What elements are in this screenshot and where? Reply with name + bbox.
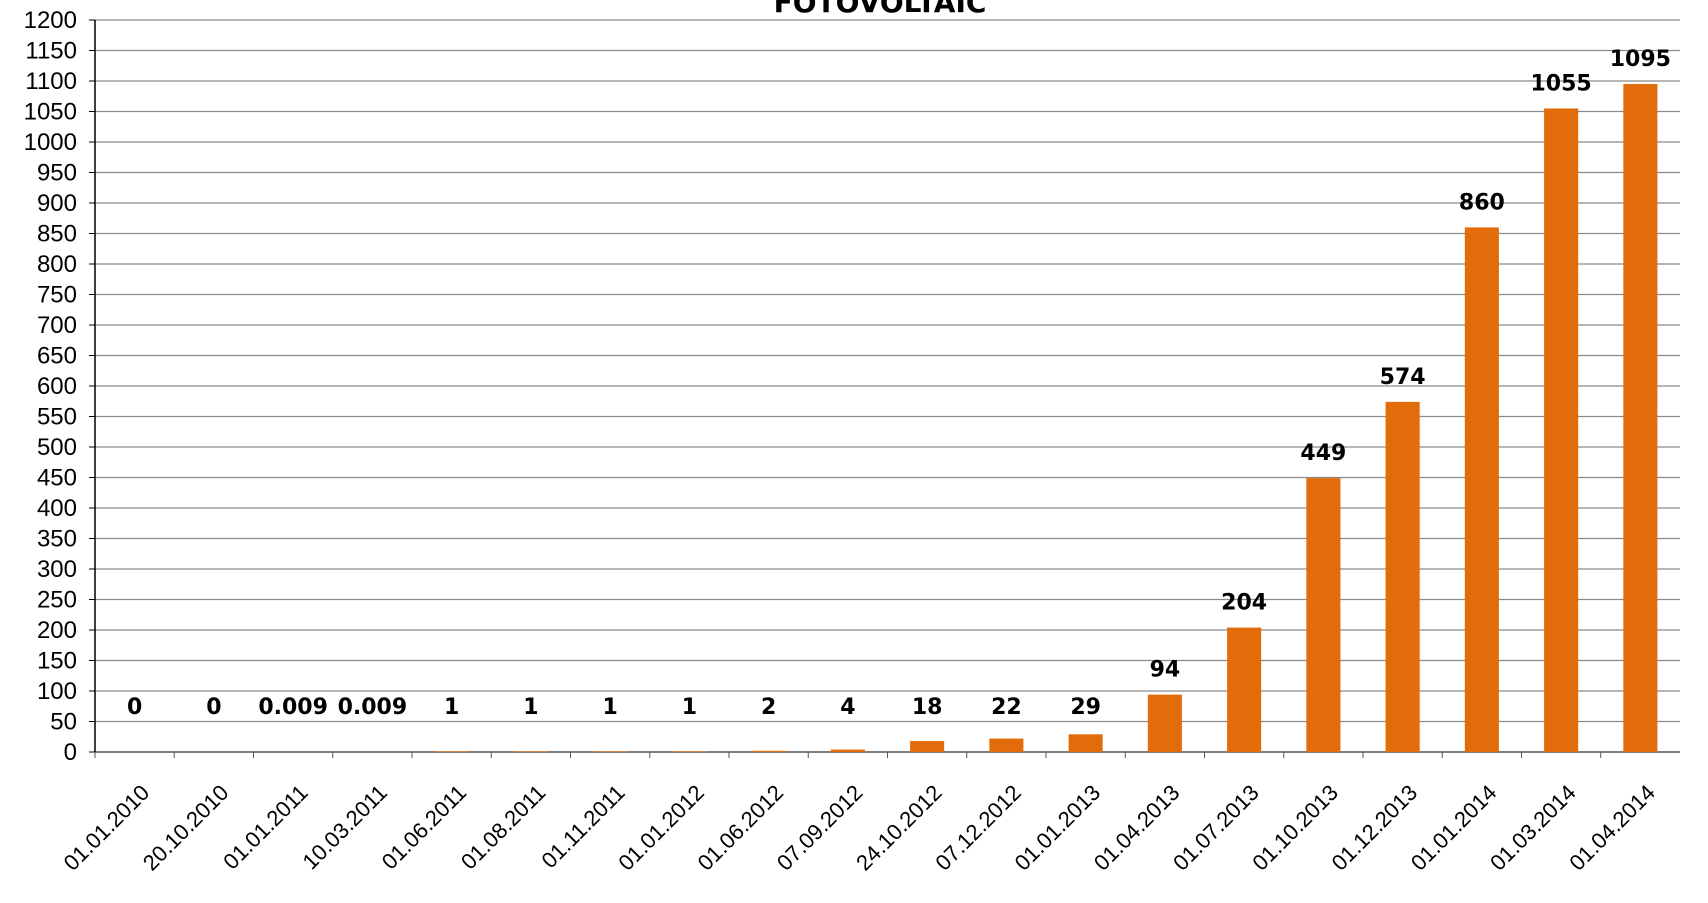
data-label: 29 — [1070, 695, 1101, 720]
data-label: 860 — [1459, 190, 1505, 215]
data-label: 0 — [206, 695, 221, 720]
bar — [1623, 84, 1658, 753]
bar — [1147, 694, 1182, 752]
y-axis-ticks: 0 50 100 150 200 250 300 350 400 450 500 550 600 650 7… — [24, 7, 95, 766]
y-tick-label: 900 — [37, 190, 77, 217]
y-tick-label: 0 — [64, 739, 77, 766]
bar — [1068, 734, 1103, 752]
data-label: 1 — [682, 695, 697, 720]
y-tick-label: 100 — [37, 678, 77, 705]
data-label: 2 — [761, 695, 776, 720]
bar — [1385, 401, 1420, 752]
y-tick-label: 1200 — [24, 7, 77, 34]
x-tick-label: 10.03.2011 — [298, 780, 392, 874]
data-label: 1055 — [1531, 71, 1592, 96]
y-tick-label: 200 — [37, 617, 77, 644]
data-label: 22 — [991, 695, 1022, 720]
bar — [830, 749, 865, 752]
bar — [1306, 478, 1341, 752]
y-tick-label: 600 — [37, 373, 77, 400]
data-label: 204 — [1221, 591, 1267, 616]
y-tick-label: 750 — [37, 282, 77, 309]
y-tick-label: 300 — [37, 556, 77, 583]
y-tick-label: 400 — [37, 495, 77, 522]
bar — [989, 738, 1024, 752]
x-tick-label: 01.06.2011 — [377, 780, 471, 874]
x-tick-label: 01.04.2014 — [1564, 780, 1660, 876]
data-label: 18 — [912, 695, 943, 720]
x-tick-label: 01.01.2011 — [218, 780, 312, 874]
y-tick-label: 950 — [37, 160, 77, 187]
bar — [1544, 108, 1579, 752]
y-tick-label: 1050 — [24, 99, 77, 126]
gridlines — [95, 19, 1680, 753]
y-tick-label: 150 — [37, 648, 77, 675]
y-tick-label: 250 — [37, 587, 77, 614]
bar — [593, 751, 628, 752]
data-label: 0.009 — [338, 695, 408, 720]
y-tick-label: 700 — [37, 312, 77, 339]
data-label: 1 — [444, 695, 459, 720]
y-tick-label: 1150 — [25, 38, 77, 65]
y-tick-label: 800 — [37, 251, 77, 278]
data-label: 0 — [127, 695, 142, 720]
data-label: 1 — [523, 695, 538, 720]
data-label: 449 — [1300, 441, 1346, 466]
data-label: 4 — [840, 695, 855, 720]
y-tick-label: 500 — [37, 434, 77, 461]
y-tick-label: 1100 — [25, 68, 77, 95]
y-tick-label: 550 — [37, 404, 77, 431]
chart-title: FOTOVOLTAIC — [774, 0, 987, 19]
data-label: 94 — [1150, 658, 1181, 683]
bar — [1464, 227, 1499, 752]
x-tick-label: 20.10.2010 — [138, 780, 234, 876]
data-label: 0.009 — [258, 695, 328, 720]
bar — [910, 741, 945, 752]
data-label: 1095 — [1610, 47, 1671, 72]
y-tick-label: 50 — [50, 709, 77, 736]
y-tick-label: 850 — [37, 221, 77, 248]
data-label: 574 — [1380, 365, 1426, 390]
bar — [1227, 627, 1262, 752]
y-tick-label: 650 — [37, 343, 77, 370]
x-axis-ticks: 01.01.201020.10.201001.01.201110.03.2011… — [59, 752, 1660, 875]
bar — [513, 751, 548, 752]
x-tick-label: 01.08.2011 — [456, 780, 550, 874]
bar — [751, 750, 786, 752]
data-label: 1 — [602, 695, 617, 720]
bars — [276, 84, 1658, 753]
data-labels: 0 0 0.009 0.009 1 1 1 1 2 4 18 22 29 94 204 449 574 860 10… — [127, 47, 1671, 720]
y-tick-label: 350 — [37, 526, 77, 553]
y-tick-label: 1000 — [24, 129, 77, 156]
bar — [434, 751, 469, 752]
bar — [672, 751, 707, 752]
y-tick-label: 450 — [37, 465, 77, 492]
